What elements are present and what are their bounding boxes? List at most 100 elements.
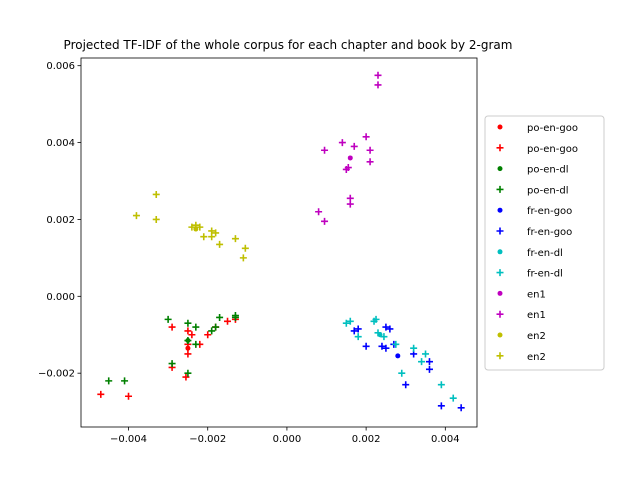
data-point xyxy=(184,350,192,358)
series-fr-en-goo-dot xyxy=(395,353,401,359)
data-point xyxy=(410,344,418,352)
data-point xyxy=(402,381,410,389)
legend-marker xyxy=(496,269,504,277)
data-point xyxy=(437,402,445,410)
data-point xyxy=(188,331,196,339)
data-point xyxy=(125,392,133,400)
data-point xyxy=(241,244,249,252)
data-point xyxy=(398,369,406,377)
legend-marker xyxy=(496,144,504,152)
series-en2-plus xyxy=(132,190,249,262)
legend-marker xyxy=(496,352,504,360)
x-tick-label: 0.000 xyxy=(273,434,302,445)
data-point xyxy=(204,331,212,339)
plot-area xyxy=(80,57,478,428)
legend-marker xyxy=(497,207,503,213)
data-point xyxy=(392,340,400,348)
data-point xyxy=(372,315,380,323)
data-point xyxy=(185,345,191,351)
series-en1-plus xyxy=(315,71,382,225)
data-point xyxy=(338,139,346,147)
legend-label: po-en-goo xyxy=(527,144,578,155)
plot-frame xyxy=(80,57,478,428)
series-po-en-dl-plus xyxy=(105,312,239,385)
data-point xyxy=(208,233,216,241)
data-point xyxy=(354,333,362,341)
data-point xyxy=(315,208,323,216)
data-point xyxy=(342,319,350,327)
y-tick-label: −0.002 xyxy=(38,369,75,380)
series-fr-en-dl-plus xyxy=(342,315,457,402)
data-point xyxy=(184,337,192,345)
data-point xyxy=(457,404,465,412)
legend-marker xyxy=(497,249,503,255)
legend-label: en1 xyxy=(527,310,546,321)
data-point xyxy=(216,240,224,248)
series-fr-en-goo-plus xyxy=(350,323,465,412)
legend-label: po-en-dl xyxy=(527,165,568,176)
y-tick-label: 0.004 xyxy=(46,138,75,149)
data-point xyxy=(208,327,216,335)
legend-marker xyxy=(497,332,503,338)
data-point xyxy=(321,217,329,225)
data-point xyxy=(188,223,196,231)
data-point xyxy=(346,317,354,325)
data-point xyxy=(152,190,160,198)
data-point xyxy=(184,369,192,377)
data-point xyxy=(382,323,390,331)
data-point xyxy=(212,323,220,331)
data-point xyxy=(132,212,140,220)
data-point xyxy=(121,377,129,385)
legend-marker xyxy=(497,124,503,130)
x-tick-label: −0.002 xyxy=(189,434,226,445)
data-point xyxy=(105,377,113,385)
data-point xyxy=(366,158,374,166)
data-point xyxy=(425,365,433,373)
data-point xyxy=(231,313,239,321)
data-point xyxy=(380,333,388,341)
data-point xyxy=(386,325,394,333)
x-tick-label: 0.002 xyxy=(352,434,381,445)
data-point xyxy=(192,221,200,229)
data-point xyxy=(184,327,192,335)
data-point xyxy=(231,235,239,243)
data-point xyxy=(354,325,362,333)
data-point xyxy=(347,155,353,161)
x-axis: −0.004 −0.002 0.000 0.002 0.004 xyxy=(110,427,460,445)
legend: po-en-goo po-en-goo po-en-dl po-en-dl fr-en-… xyxy=(484,115,605,371)
data-point xyxy=(192,323,200,331)
legend-marker xyxy=(496,185,504,193)
data-point xyxy=(425,358,433,366)
data-point xyxy=(350,327,358,335)
legend-label: fr-en-dl xyxy=(527,269,563,280)
data-point xyxy=(152,215,160,223)
y-axis: −0.002 0.000 0.002 0.004 0.006 xyxy=(38,61,81,380)
legend-label: en1 xyxy=(527,289,546,300)
data-point xyxy=(164,315,172,323)
data-point xyxy=(395,353,401,359)
legend-frame xyxy=(484,115,605,371)
legend-label: fr-en-dl xyxy=(527,248,563,259)
data-point xyxy=(200,233,208,241)
series-po-en-goo-dot xyxy=(185,345,191,351)
data-point xyxy=(182,373,190,381)
data-point xyxy=(362,342,370,350)
y-tick-label: 0.006 xyxy=(46,61,75,72)
data-point xyxy=(382,344,390,352)
data-point xyxy=(422,350,430,358)
y-tick-label: 0.002 xyxy=(46,215,75,226)
series-po-en-goo-plus xyxy=(97,315,239,400)
data-point xyxy=(216,313,224,321)
data-point xyxy=(449,394,457,402)
legend-label: po-en-dl xyxy=(527,185,568,196)
data-point xyxy=(196,223,204,231)
data-point xyxy=(168,323,176,331)
data-point xyxy=(366,146,374,154)
data-point xyxy=(374,329,382,337)
legend-label: fr-en-goo xyxy=(527,206,572,217)
data-point xyxy=(344,164,352,172)
data-point xyxy=(239,254,247,262)
data-point xyxy=(346,200,354,208)
data-point xyxy=(374,71,382,79)
